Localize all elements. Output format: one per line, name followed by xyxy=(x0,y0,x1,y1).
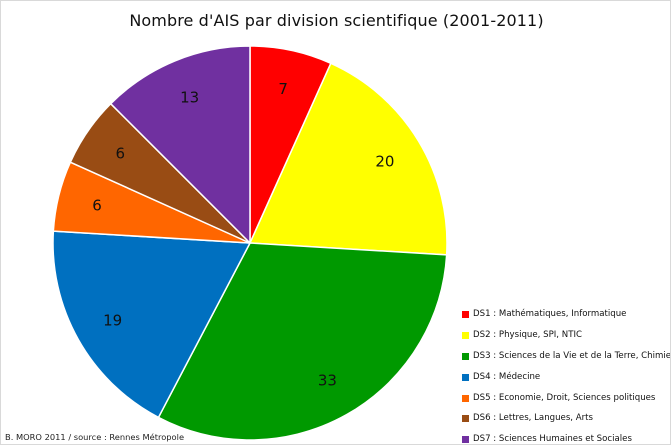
legend-swatch xyxy=(462,352,469,360)
legend-label: DS7 : Sciences Humaines et Sociales xyxy=(473,434,632,445)
legend-item-ds6: DS6 : Lettres, Langues, Arts xyxy=(462,410,670,431)
legend-item-ds1: DS1 : Mathématiques, Informatique xyxy=(462,306,670,327)
legend-swatch xyxy=(462,373,469,381)
legend-swatch xyxy=(462,415,469,423)
legend-swatch xyxy=(462,331,469,339)
data-label-ds3: 33 xyxy=(318,371,337,389)
legend-swatch xyxy=(462,311,469,318)
legend-item-ds2: DS2 : Physique, SPI, NTIC xyxy=(462,327,670,348)
data-label-ds2: 20 xyxy=(375,153,394,171)
source-note: B. MORO 2011 / source : Rennes Métropole xyxy=(5,432,185,442)
pie-slice-ds4 xyxy=(52,230,251,419)
legend-swatch xyxy=(462,436,469,444)
legend-label: DS4 : Médecine xyxy=(473,371,541,382)
legend-item-ds7: DS7 : Sciences Humaines et Sociales xyxy=(462,431,670,445)
data-label-ds6: 6 xyxy=(116,145,126,163)
legend-item-ds3: DS3 : Sciences de la Vie et de la Terre,… xyxy=(462,348,671,369)
data-label-ds1: 7 xyxy=(278,80,288,98)
legend-label: DS1 : Mathématiques, Informatique xyxy=(473,309,627,319)
legend-swatch xyxy=(462,394,469,402)
pie-slice-ds7 xyxy=(109,45,251,244)
legend-label: DS5 : Economie, Droit, Sciences politiqu… xyxy=(473,392,656,403)
data-label-ds5: 6 xyxy=(92,196,102,214)
data-label-ds7: 13 xyxy=(180,88,199,106)
legend-label: DS3 : Sciences de la Vie et de la Terre,… xyxy=(473,350,671,361)
legend-label: DS6 : Lettres, Langues, Arts xyxy=(473,413,594,424)
pie-slice-ds3 xyxy=(157,242,448,441)
legend-item-ds5: DS5 : Economie, Droit, Sciences politiqu… xyxy=(462,390,670,411)
legend-label: DS2 : Physique, SPI, NTIC xyxy=(473,329,582,340)
pie-slice-ds2 xyxy=(249,62,448,256)
chart-title: Nombre d'AIS par division scientifique (… xyxy=(129,11,544,30)
data-label-ds4: 19 xyxy=(103,311,122,329)
chart-legend: DS1 : Mathématiques, Informatique DS2 : P… xyxy=(462,306,671,445)
legend-item-ds4: DS4 : Médecine xyxy=(462,369,670,390)
